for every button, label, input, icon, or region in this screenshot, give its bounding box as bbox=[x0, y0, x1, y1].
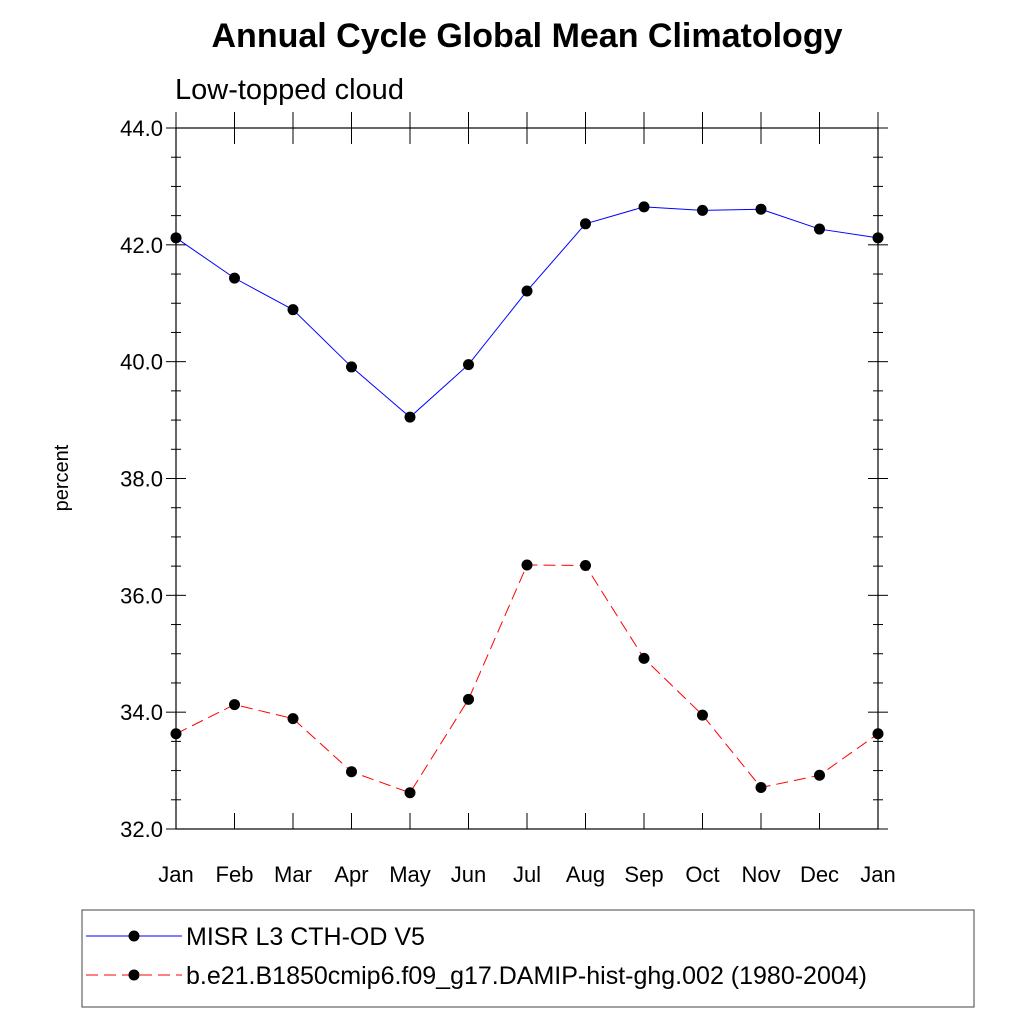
series-1 bbox=[170, 201, 884, 423]
data-point bbox=[521, 285, 533, 297]
data-point bbox=[521, 559, 533, 571]
legend-swatch-marker bbox=[128, 969, 140, 981]
y-tick-labels: 32.0 34.0 36.0 38.0 40.0 42.0 44.0 bbox=[120, 116, 163, 842]
minor-ticks bbox=[171, 156, 883, 801]
data-point bbox=[346, 766, 357, 778]
data-point bbox=[872, 728, 884, 740]
x-tick-label: May bbox=[389, 862, 431, 887]
x-tick-labels: Jan Feb Mar Apr May Jun Jul Aug Sep Oct Nov Dec Jan bbox=[158, 862, 895, 887]
y-tick-label: 34.0 bbox=[120, 700, 163, 725]
data-point bbox=[580, 560, 591, 572]
data-point bbox=[346, 361, 357, 373]
data-point bbox=[229, 272, 240, 284]
data-point bbox=[287, 713, 299, 725]
x-tick-label: Sep bbox=[624, 862, 663, 887]
data-point bbox=[755, 782, 767, 794]
x-tick-label: Jan bbox=[158, 862, 193, 887]
data-point bbox=[170, 728, 182, 740]
x-tick-label: Oct bbox=[685, 862, 719, 887]
legend-entries: MISR L3 CTH-OD V5 b.e21.B1850cmip6.f09_g1… bbox=[86, 923, 867, 990]
legend-label: b.e21.B1850cmip6.f09_g17.DAMIP-hist-ghg.… bbox=[186, 962, 867, 990]
chart-title: Annual Cycle Global Mean Climatology bbox=[212, 17, 843, 55]
y-tick-label: 32.0 bbox=[120, 817, 163, 842]
data-point bbox=[287, 304, 299, 316]
data-point bbox=[463, 693, 474, 705]
data-point bbox=[755, 203, 767, 215]
x-tick-label: Feb bbox=[216, 862, 254, 887]
data-point bbox=[814, 769, 825, 781]
x-tick-label: Jul bbox=[513, 862, 541, 887]
data-point bbox=[814, 223, 825, 235]
data-point bbox=[580, 218, 591, 230]
x-tick-label: Dec bbox=[800, 862, 839, 887]
data-point bbox=[463, 359, 474, 371]
data-point bbox=[404, 411, 416, 423]
plot-frame bbox=[175, 127, 879, 830]
y-tick-label: 44.0 bbox=[120, 116, 163, 141]
data-point bbox=[638, 201, 650, 213]
y-tick-label: 38.0 bbox=[120, 467, 163, 492]
y-tick-label: 42.0 bbox=[120, 233, 163, 258]
data-point bbox=[638, 652, 650, 664]
series-line bbox=[175, 206, 879, 418]
x-tick-label: Jun bbox=[451, 862, 486, 887]
x-tick-label: Mar bbox=[274, 862, 312, 887]
legend-label: MISR L3 CTH-OD V5 bbox=[186, 923, 425, 951]
legend-swatch-marker bbox=[128, 930, 140, 942]
data-point bbox=[872, 232, 884, 244]
legend-entry: b.e21.B1850cmip6.f09_g17.DAMIP-hist-ghg.… bbox=[86, 962, 867, 990]
chart-subtitle: Low-topped cloud bbox=[175, 74, 404, 106]
y-tick-label: 40.0 bbox=[120, 350, 163, 375]
y-axis-label: percent bbox=[51, 444, 73, 511]
series-line bbox=[175, 564, 879, 794]
major-ticks bbox=[166, 112, 888, 830]
data-point bbox=[229, 699, 240, 711]
data-point bbox=[697, 709, 708, 721]
x-tick-label: Aug bbox=[566, 862, 605, 887]
series-layer bbox=[170, 201, 884, 799]
data-point bbox=[404, 787, 416, 799]
x-tick-label: Nov bbox=[741, 862, 780, 887]
legend-entry: MISR L3 CTH-OD V5 bbox=[86, 923, 425, 951]
x-tick-label: Apr bbox=[334, 862, 368, 887]
legend: MISR L3 CTH-OD V5 b.e21.B1850cmip6.f09_g1… bbox=[81, 909, 975, 1008]
data-point bbox=[170, 232, 182, 244]
y-tick-label: 36.0 bbox=[120, 583, 163, 608]
data-point bbox=[697, 204, 708, 216]
legend-box bbox=[81, 909, 975, 1008]
series-2 bbox=[170, 559, 884, 799]
x-tick-label: Jan bbox=[860, 862, 895, 887]
